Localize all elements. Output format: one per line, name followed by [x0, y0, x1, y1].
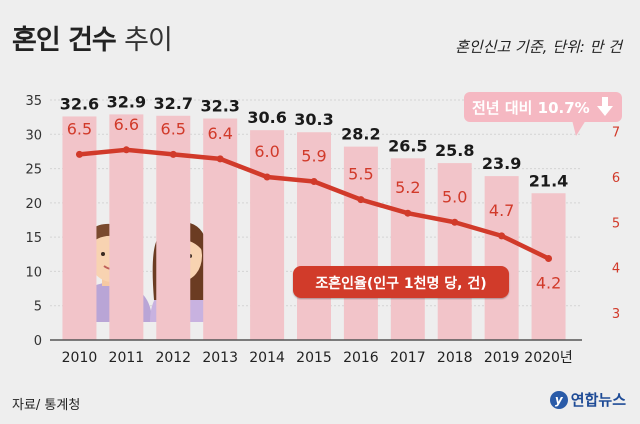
- bar: [343, 146, 378, 340]
- line-value-label: 6.5: [67, 119, 92, 138]
- line-point: [169, 150, 177, 158]
- logo-text: 연합뉴스: [570, 391, 626, 409]
- line-label-box: 조혼인율(인구 1천명 당, 건): [293, 266, 509, 298]
- chart-subtitle: 혼인신고 기준, 단위: 만 건: [455, 38, 622, 56]
- left-axis-tick: 15: [25, 231, 42, 246]
- x-tick-label: 2011: [109, 350, 145, 366]
- bar-value-label: 32.3: [200, 97, 239, 116]
- bar-value-label: 26.5: [388, 136, 427, 155]
- x-tick-label: 2014: [249, 350, 285, 366]
- left-axis-tick: 30: [25, 128, 42, 143]
- x-tick-label: 2010: [62, 350, 98, 366]
- line-point: [357, 196, 365, 204]
- line-point: [498, 232, 506, 240]
- line-point: [545, 254, 553, 262]
- bar-value-label: 23.9: [482, 154, 521, 173]
- line-value-label: 5.9: [301, 147, 326, 166]
- bar-value-label: 21.4: [529, 171, 568, 190]
- bar-value-label: 32.6: [60, 94, 99, 113]
- bar: [531, 193, 566, 340]
- bar: [484, 176, 519, 340]
- bar: [437, 163, 472, 340]
- bar-value-label: 32.7: [154, 94, 193, 113]
- left-axis-tick: 10: [25, 265, 42, 280]
- bar: [250, 130, 285, 340]
- bar: [390, 158, 425, 340]
- line-point: [75, 150, 83, 158]
- chart-title-light: 추이: [124, 25, 173, 56]
- left-axis-tick: 5: [34, 300, 42, 315]
- x-tick-label: 2017: [390, 350, 426, 366]
- line-value-label: 6.5: [161, 119, 186, 138]
- left-axis-tick: 0: [34, 334, 42, 349]
- right-axis-tick: 3: [612, 307, 620, 322]
- change-callout: 전년 대비 10.7%: [464, 92, 622, 136]
- bar-value-label: 30.3: [294, 110, 333, 129]
- x-tick-label: 2015: [296, 350, 332, 366]
- bar-value-label: 32.9: [107, 92, 146, 111]
- x-tick-label: 2020년: [524, 350, 573, 366]
- line-value-label: 5.0: [442, 187, 467, 206]
- x-tick-label: 2012: [155, 350, 191, 366]
- left-axis-tick: 35: [25, 94, 42, 109]
- bar: [297, 132, 331, 340]
- line-value-label: 6.4: [207, 124, 232, 143]
- bar-value-label: 28.2: [341, 125, 380, 144]
- line-value-label: 5.5: [348, 165, 373, 184]
- left-axis-tick: 25: [25, 163, 42, 178]
- line-value-label: 6.0: [254, 142, 279, 161]
- source-note: 자료/ 통계청: [12, 398, 81, 413]
- bar: [203, 118, 238, 340]
- bar: [156, 115, 191, 341]
- x-tick-label: 2016: [343, 350, 379, 366]
- line-point: [122, 146, 130, 154]
- left-axis-tick: 20: [25, 197, 42, 212]
- change-callout-text: 전년 대비 10.7%: [472, 99, 590, 117]
- bar-value-label: 25.8: [435, 141, 474, 160]
- right-axis-tick: 7: [612, 126, 620, 141]
- line-point: [404, 209, 412, 217]
- right-axis-tick: 6: [612, 171, 620, 186]
- down-arrow-icon: [597, 97, 613, 116]
- chart-title: 혼인 건수 추이: [12, 18, 173, 57]
- right-axis-tick: 4: [612, 262, 620, 277]
- line-point: [310, 178, 318, 186]
- chart-title-bold: 혼인 건수: [12, 25, 117, 56]
- right-axis-tick: 5: [612, 216, 620, 231]
- line-point: [451, 218, 459, 226]
- yonhap-logo: y 연합뉴스: [549, 389, 626, 410]
- x-tick-label: 2018: [437, 350, 473, 366]
- x-tick-label: 2019: [484, 350, 520, 366]
- line-value-label: 4.7: [489, 201, 514, 220]
- line-label-text: 조혼인율(인구 1천명 당, 건): [315, 275, 486, 292]
- line-point: [263, 173, 271, 181]
- line-value-label: 4.2: [536, 273, 561, 292]
- line-value-label: 5.2: [395, 178, 420, 197]
- line-point: [216, 155, 224, 163]
- bar: [62, 116, 97, 340]
- bar-value-label: 30.6: [247, 108, 286, 127]
- line-value-label: 6.6: [114, 115, 139, 134]
- logo-mark-icon: y: [549, 390, 568, 409]
- x-tick-label: 2013: [202, 350, 238, 366]
